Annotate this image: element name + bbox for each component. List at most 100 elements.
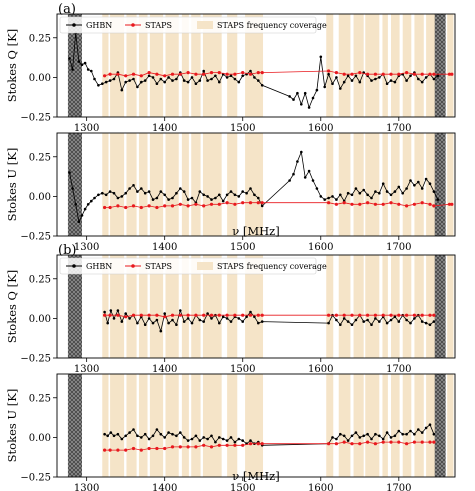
data-point: [202, 320, 205, 323]
data-point: [405, 204, 409, 208]
data-point: [124, 434, 127, 438]
coverage-band: [426, 255, 436, 358]
data-point: [424, 321, 428, 325]
coverage-band: [382, 374, 388, 477]
data-point: [147, 190, 151, 193]
legend-swatch: [197, 21, 213, 29]
coverage-band: [102, 374, 109, 477]
data-point: [288, 95, 291, 98]
data-point: [417, 77, 420, 81]
data-point: [124, 315, 128, 319]
data-point: [397, 440, 401, 444]
data-point: [447, 72, 452, 76]
data-point: [225, 76, 229, 79]
data-point: [116, 196, 120, 200]
data-point: [346, 439, 350, 442]
data-point: [108, 313, 112, 317]
data-point: [350, 442, 354, 446]
plot-frame: [56, 254, 456, 359]
series-line: [104, 424, 435, 446]
data-point: [362, 188, 366, 192]
data-point: [116, 72, 120, 76]
x-tick-label: 1700: [386, 483, 411, 491]
data-point: [412, 72, 416, 76]
data-point: [373, 442, 377, 446]
data-point: [112, 317, 116, 320]
data-point: [103, 205, 107, 210]
coverage-band: [102, 255, 109, 358]
data-point: [303, 91, 307, 95]
data-point: [233, 202, 237, 206]
data-point: [366, 313, 370, 317]
coverage-band: [149, 14, 164, 117]
data-point: [334, 442, 338, 446]
data-point: [90, 69, 93, 73]
data-point: [159, 432, 163, 436]
data-point: [389, 313, 393, 317]
coverage-band: [227, 14, 238, 117]
data-point: [413, 184, 416, 187]
x-axis-label: ν [MHz]: [232, 469, 279, 483]
data-point: [296, 160, 299, 163]
data-point: [237, 80, 241, 84]
data-point: [385, 321, 389, 325]
y-tick-label: 0.00: [29, 192, 51, 203]
data-point: [334, 202, 338, 206]
legend-label: GHBN: [86, 21, 112, 30]
data-point: [389, 193, 393, 197]
data-point: [331, 436, 334, 439]
coverage-band: [165, 374, 179, 477]
y-tick-label: −0.25: [20, 113, 51, 124]
x-tick-label: 1500: [230, 483, 255, 491]
data-point: [256, 201, 260, 205]
x-tick-label: 1600: [308, 483, 333, 491]
data-point: [233, 440, 237, 444]
coverage-band: [126, 255, 137, 358]
x-tick-label: 1700: [386, 364, 411, 375]
data-point: [143, 432, 147, 436]
y-tick-label: 0.00: [29, 314, 51, 325]
data-point: [186, 317, 190, 320]
coverage-band: [126, 133, 137, 236]
data-point: [366, 72, 370, 76]
data-point: [447, 202, 452, 206]
data-point: [249, 310, 252, 314]
data-point: [170, 204, 175, 208]
data-point: [327, 196, 330, 200]
coverage-band: [181, 374, 189, 477]
data-point: [198, 439, 202, 442]
data-point: [358, 71, 362, 75]
data-point: [171, 318, 174, 322]
data-point: [307, 169, 311, 173]
coverage-band: [353, 374, 364, 477]
data-point: [120, 88, 124, 92]
data-point: [346, 74, 350, 78]
data-point: [389, 436, 393, 439]
data-point: [163, 315, 167, 319]
data-point: [327, 72, 330, 76]
data-point: [248, 313, 253, 317]
data-point: [225, 72, 229, 76]
data-point: [139, 313, 143, 317]
coverage-band: [365, 133, 380, 236]
data-point: [103, 448, 107, 452]
data-point: [112, 434, 116, 438]
data-point: [80, 214, 84, 217]
data-point: [175, 434, 178, 438]
data-point: [233, 313, 237, 317]
data-point: [163, 80, 166, 84]
data-point: [428, 182, 432, 185]
data-point: [350, 193, 354, 197]
data-point: [103, 313, 107, 317]
x-tick-label: 1700: [386, 123, 411, 134]
data-point: [155, 313, 159, 317]
data-point: [405, 187, 408, 190]
data-point: [159, 77, 163, 81]
data-point: [424, 426, 428, 430]
legend-frame: [59, 257, 317, 275]
panel-label: (b): [58, 243, 76, 258]
coverage-band: [447, 133, 454, 236]
data-point: [393, 315, 397, 319]
data-point: [241, 443, 245, 447]
data-point: [420, 72, 424, 76]
